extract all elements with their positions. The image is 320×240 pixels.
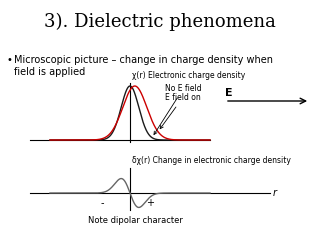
Text: E field on: E field on bbox=[160, 93, 201, 129]
Text: +: + bbox=[146, 198, 154, 208]
Text: Note dipolar character: Note dipolar character bbox=[88, 216, 182, 225]
Text: δχ(r) Change in electronic charge density: δχ(r) Change in electronic charge densit… bbox=[132, 156, 291, 165]
Text: r: r bbox=[273, 188, 277, 198]
Text: E: E bbox=[225, 88, 233, 98]
Text: Microscopic picture – change in charge density when
field is applied: Microscopic picture – change in charge d… bbox=[14, 55, 273, 77]
Text: •: • bbox=[6, 55, 12, 65]
Text: -: - bbox=[100, 198, 104, 208]
Text: No E field: No E field bbox=[154, 84, 202, 134]
Text: χ(r) Electronic charge density: χ(r) Electronic charge density bbox=[132, 71, 245, 80]
Text: 3). Dielectric phenomena: 3). Dielectric phenomena bbox=[44, 13, 276, 31]
